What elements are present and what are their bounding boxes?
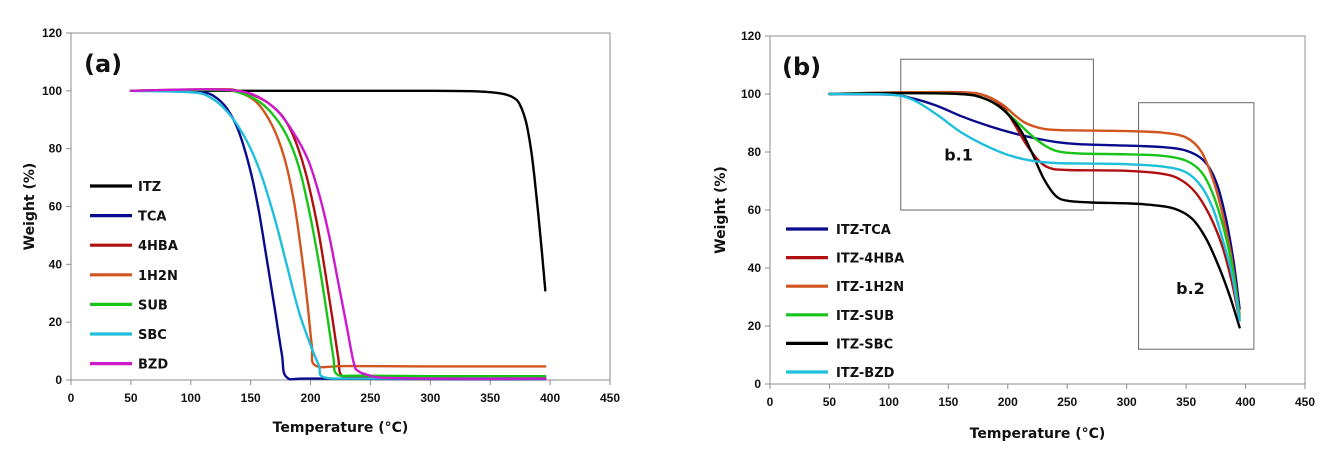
x-tick-label: 250 (360, 391, 380, 405)
x-tick-label: 300 (420, 391, 440, 405)
x-tick-label: 450 (1295, 395, 1315, 409)
x-tick-label: 200 (998, 395, 1018, 409)
legend-label-1h2n: 1H2N (138, 269, 178, 284)
y-axis-title: Weight (%) (713, 166, 729, 254)
legend-label-sbc: SBC (138, 328, 167, 343)
y-tick-label: 100 (741, 87, 761, 101)
x-tick-label: 450 (600, 391, 620, 405)
y-tick-label: 40 (748, 261, 762, 275)
annotation-label: b.1 (944, 146, 973, 165)
chart-panel-a: 0 20 40 60 80 100 120 0 50 100 150 200 250 300 350 400 4… (22, 26, 620, 436)
x-tick-label: 50 (124, 391, 138, 405)
x-axis-title: Temperature (°C) (970, 426, 1106, 442)
x-axis-title: Temperature (°C) (273, 420, 409, 436)
x-tick-label: 50 (823, 395, 837, 409)
series-line-sbc (129, 89, 547, 380)
legend-label-tca: TCA (138, 210, 166, 225)
series-line-itz-bzd (828, 92, 1241, 322)
series-line-tca (129, 89, 547, 381)
annotation-box-b-2 (1138, 102, 1255, 350)
panel-label: (b) (782, 53, 821, 81)
x-tick-label: 350 (1176, 395, 1196, 409)
legend-label-sub: SUB (138, 298, 168, 313)
series-line-bzd (129, 88, 547, 380)
y-tick-label: 80 (748, 145, 762, 159)
legend-label-itz-bzd: ITZ-BZD (836, 366, 895, 381)
annotation-label: b.2 (1176, 279, 1205, 298)
legend-label-itz: ITZ (138, 180, 161, 195)
x-tick-label: 0 (68, 391, 75, 405)
x-tick-label: 200 (301, 391, 321, 405)
y-tick-label: 120 (741, 29, 761, 43)
y-tick-label: 0 (754, 377, 761, 391)
legend-label-itz-tca: ITZ-TCA (836, 223, 891, 238)
legend-label-bzd: BZD (138, 358, 168, 373)
x-tick-label: 150 (938, 395, 958, 409)
y-tick-label: 80 (49, 142, 63, 156)
x-tick-label: 350 (480, 391, 500, 405)
y-axis-title: Weight (%) (22, 163, 38, 251)
series-line-1h2n (129, 88, 547, 369)
x-tick-label: 300 (1117, 395, 1137, 409)
x-tick-label: 400 (1236, 395, 1256, 409)
x-tick-label: 250 (1057, 395, 1077, 409)
x-tick-label: 150 (241, 391, 261, 405)
x-tick-label: 100 (879, 395, 899, 409)
y-tick-label: 60 (49, 200, 63, 214)
series-line-sub (129, 88, 547, 378)
x-tick-label: 0 (767, 395, 774, 409)
legend-label-itz-1h2n: ITZ-1H2N (836, 280, 904, 295)
chart-panel-b: 0 20 40 60 80 100 120 0 50 100 150 200 250 300 350 400 4… (713, 29, 1315, 442)
legend-label-itz-sbc: ITZ-SBC (836, 337, 893, 352)
series-line-itz (129, 89, 547, 292)
legend-label-4hba: 4HBA (138, 239, 178, 254)
x-tick-label: 100 (181, 391, 201, 405)
legend-label-itz-sub: ITZ-SUB (836, 309, 894, 324)
x-tick-label: 400 (540, 391, 560, 405)
series-line-itz-1h2n (828, 91, 1241, 316)
annotation-box-b-1 (900, 58, 1094, 211)
series-line-4hba (129, 88, 547, 379)
y-tick-label: 100 (42, 84, 62, 98)
series-line-itz-sbc (828, 91, 1241, 329)
y-tick-label: 120 (42, 26, 62, 40)
y-tick-label: 0 (55, 373, 62, 387)
y-tick-label: 20 (748, 319, 762, 333)
y-tick-label: 60 (748, 203, 762, 217)
series-line-itz-tca (828, 92, 1241, 310)
y-tick-label: 40 (49, 257, 63, 271)
y-tick-label: 20 (49, 315, 63, 329)
panel-label: (a) (84, 50, 122, 78)
legend-label-itz-4hba: ITZ-4HBA (836, 252, 904, 267)
